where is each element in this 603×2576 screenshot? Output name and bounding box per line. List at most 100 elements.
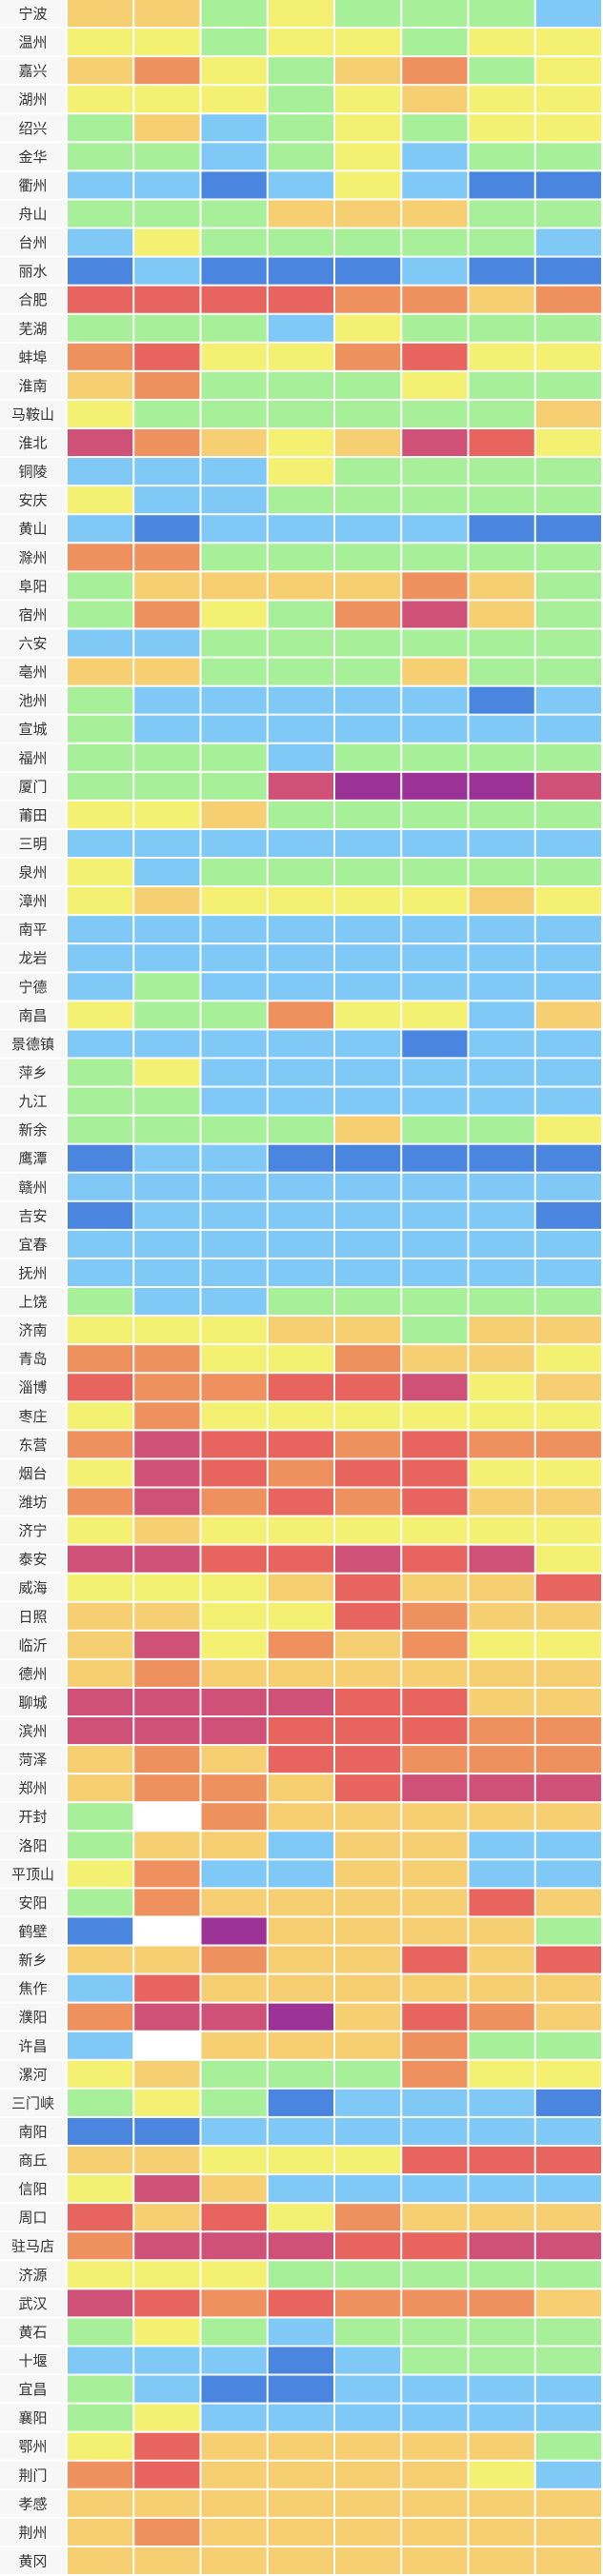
heat-cell: [402, 572, 468, 600]
heat-cell: [68, 1288, 133, 1316]
label-cell: [0, 801, 66, 828]
city-label: 淄博: [18, 1379, 47, 1397]
heat-cell: [535, 572, 601, 600]
heat-cell: [268, 143, 333, 170]
label-cell: [0, 1717, 66, 1745]
heat-cell: [201, 2060, 267, 2088]
heat-cell: [469, 973, 534, 1001]
heat-cell: [68, 1431, 133, 1458]
label-cell: [0, 114, 66, 142]
heat-cell: [335, 1288, 401, 1316]
heat-cell: [335, 1545, 401, 1573]
city-label: 福州: [18, 749, 47, 766]
heat-cell: [535, 1574, 601, 1601]
heat-cell: [268, 1889, 333, 1916]
heat-cell: [469, 1832, 534, 1859]
heat-cell: [134, 2318, 200, 2346]
heat-cell: [402, 829, 468, 857]
heat-cell: [268, 1402, 333, 1430]
label-cell: [0, 171, 66, 199]
city-label: 嘉兴: [18, 63, 47, 80]
heat-cell: [268, 1832, 333, 1859]
heat-cell: [134, 1258, 200, 1286]
heat-cell: [469, 2318, 534, 2346]
city-label: 莆田: [18, 806, 47, 823]
heat-cell: [335, 1574, 401, 1601]
heat-cell: [402, 801, 468, 828]
label-cell: [0, 544, 66, 571]
label-cell: [0, 772, 66, 800]
heat-cell: [134, 1059, 200, 1086]
city-label: 濮阳: [18, 2009, 47, 2026]
heat-cell: [134, 629, 200, 657]
heat-cell: [268, 2318, 333, 2346]
heat-cell: [335, 2289, 401, 2317]
heat-cell: [134, 2289, 200, 2317]
heat-cell: [469, 1317, 534, 1344]
heat-cell: [268, 916, 333, 943]
heat-cell: [402, 1688, 468, 1715]
heat-cell: [535, 171, 601, 199]
heat-cell: [402, 0, 468, 28]
heat-cell: [268, 1288, 333, 1316]
heat-cell: [402, 1001, 468, 1029]
heat-cell: [535, 1545, 601, 1573]
heat-cell: [535, 544, 601, 571]
heat-cell: [68, 801, 133, 828]
heat-cell: [68, 715, 133, 743]
heat-cell: [134, 2031, 200, 2059]
heat-cell: [201, 1059, 267, 1086]
heat-cell: [268, 57, 333, 85]
city-label: 济南: [18, 1322, 47, 1339]
heat-cell: [469, 658, 534, 685]
heat-cell: [68, 1659, 133, 1687]
label-cell: [0, 1173, 66, 1200]
heat-cell: [68, 1345, 133, 1373]
heat-cell: [535, 1258, 601, 1286]
heat-cell: [68, 1717, 133, 1745]
heat-cell: [335, 1402, 401, 1430]
heat-cell: [134, 1288, 200, 1316]
label-cell: [0, 200, 66, 228]
heat-cell: [201, 2003, 267, 2031]
label-cell: [0, 572, 66, 600]
heat-cell: [201, 114, 267, 142]
heat-cell: [201, 887, 267, 915]
heat-cell: [68, 544, 133, 571]
heat-cell: [335, 1688, 401, 1715]
heat-cell: [201, 2432, 267, 2460]
heat-cell: [402, 715, 468, 743]
heat-cell: [402, 887, 468, 915]
heat-cell: [535, 601, 601, 628]
heat-cell: [469, 2518, 534, 2546]
heat-cell: [68, 2060, 133, 2088]
heat-cell: [402, 1374, 468, 1401]
heat-cell: [134, 171, 200, 199]
heat-cell: [535, 486, 601, 514]
heat-cell: [134, 343, 200, 370]
city-label: 舟山: [18, 206, 47, 223]
heat-cell: [469, 544, 534, 571]
city-label: 淮北: [18, 435, 47, 452]
heat-cell: [68, 1860, 133, 1888]
heat-cell: [268, 1173, 333, 1200]
heat-cell: [268, 200, 333, 228]
heat-cell: [68, 257, 133, 285]
heat-cell: [268, 1488, 333, 1516]
heat-cell: [268, 1803, 333, 1831]
heat-cell: [335, 400, 401, 427]
heat-cell: [335, 1459, 401, 1487]
heat-cell: [535, 371, 601, 399]
heat-cell: [201, 743, 267, 771]
heat-cell: [469, 400, 534, 427]
city-label: 潍坊: [18, 1494, 47, 1511]
city-label: 厦门: [18, 778, 47, 795]
heat-cell: [469, 1116, 534, 1143]
heat-cell: [201, 1258, 267, 1286]
heat-cell: [402, 2518, 468, 2546]
heat-cell: [134, 1173, 200, 1200]
label-cell: [0, 400, 66, 427]
city-label: 金华: [18, 149, 47, 166]
heat-cell: [201, 2031, 267, 2059]
heat-cell: [134, 2261, 200, 2289]
